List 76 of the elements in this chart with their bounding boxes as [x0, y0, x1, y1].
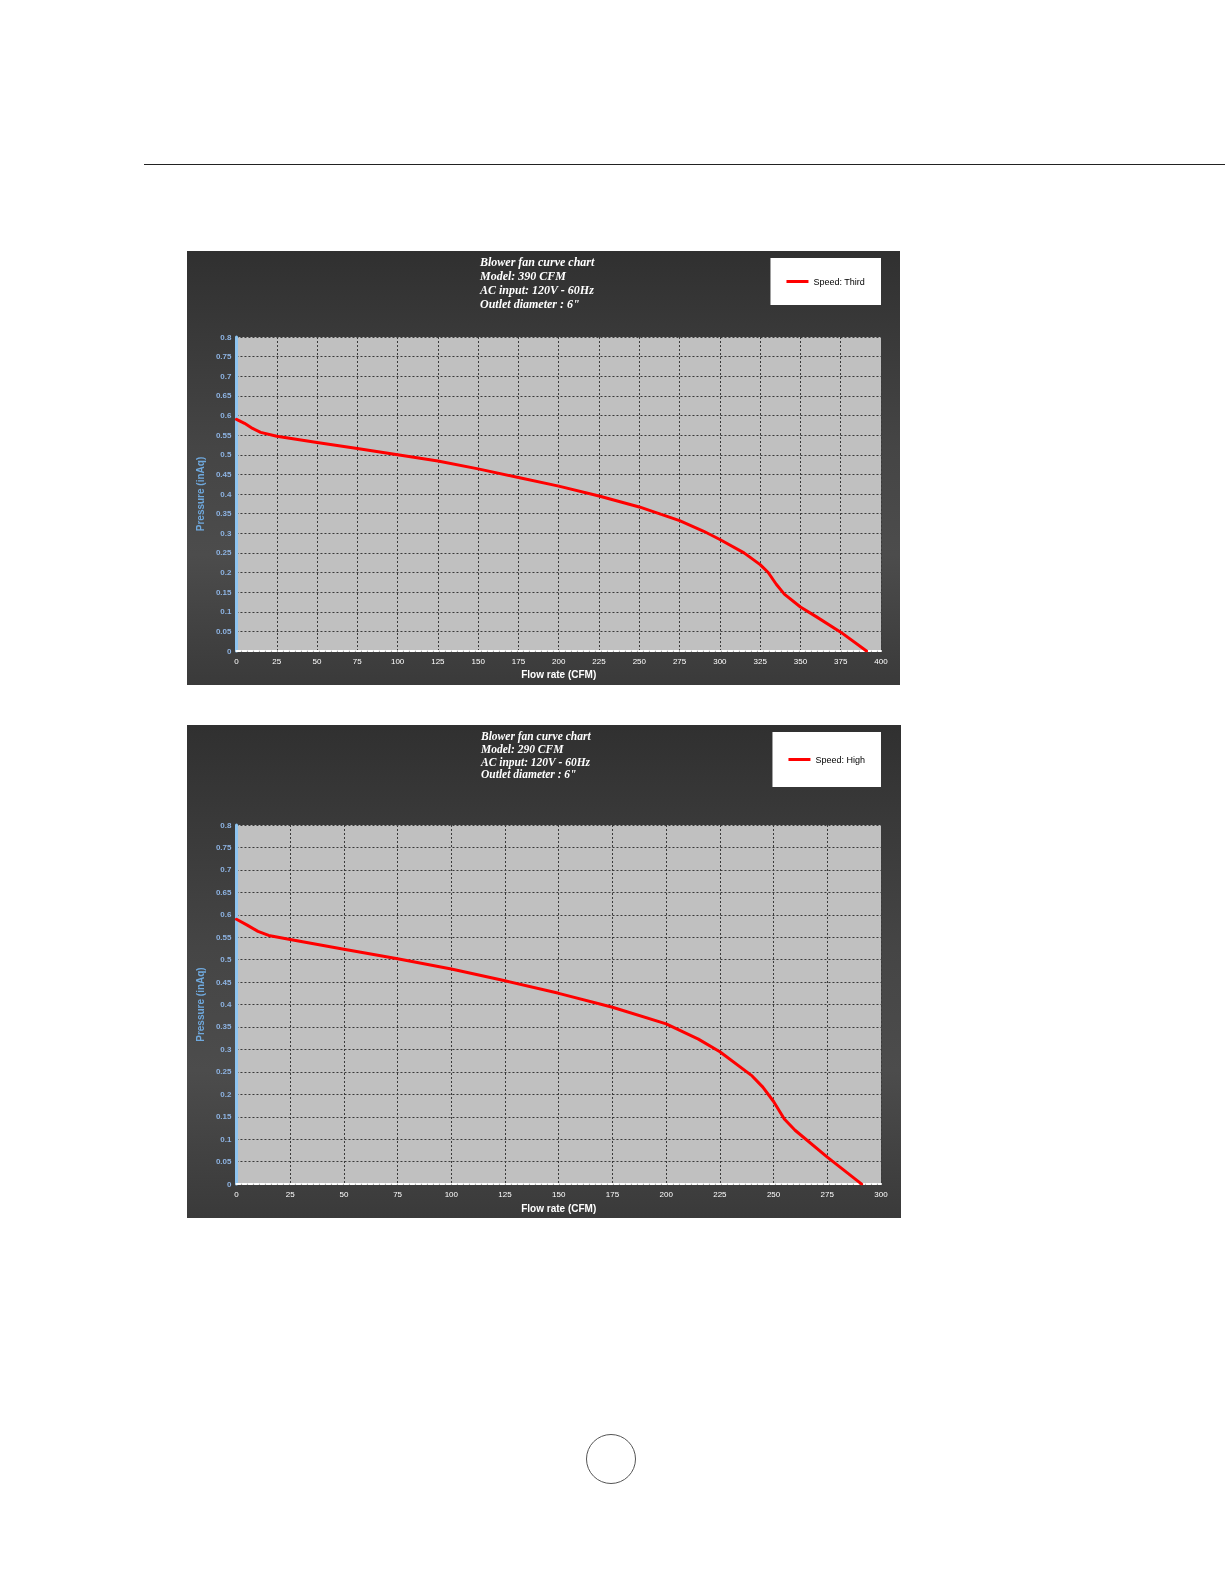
x-tick-label: 275 [672, 656, 687, 666]
x-tick-label: 300 [874, 1189, 889, 1199]
chart-title: Blower fan curve chart [480, 730, 592, 744]
y-tick-label: 0.75 [215, 842, 233, 852]
y-tick-label: 0.2 [220, 568, 233, 577]
x-tick-label: 100 [444, 1189, 459, 1199]
y-tick-label: 0.75 [215, 352, 233, 362]
x-tick-label: 100 [390, 656, 405, 666]
y-tick-label: 0.35 [215, 1022, 233, 1032]
y-tick-label: 0.35 [215, 509, 233, 519]
x-tick-label: 200 [552, 656, 566, 666]
x-tick-label: 0 [234, 1189, 240, 1199]
x-tick-label: 0 [234, 656, 240, 666]
y-axis-title: Pressure (inAq) [194, 456, 206, 532]
x-tick-label: 300 [713, 656, 728, 666]
y-tick-label: 0.55 [215, 932, 233, 942]
y-tick-label: 0.2 [220, 1089, 233, 1099]
y-tick-label: 0.6 [220, 411, 233, 420]
y-tick-label: 0.7 [220, 865, 233, 875]
y-tick-label: 0.1 [220, 607, 233, 617]
y-tick-label: 0.15 [215, 587, 233, 597]
y-tick-label: 0.8 [220, 332, 233, 342]
y-tick-label: 0.05 [215, 1157, 233, 1167]
chart-subtitle: Model: 390 CFM AC input: 120V - 60Hz Outlet diameter : 6" [479, 269, 595, 311]
x-tick-label: 50 [312, 656, 323, 666]
x-tick-label: 150 [552, 1189, 566, 1199]
y-tick-label: 0.65 [215, 391, 233, 401]
y-tick-label: 0.65 [215, 887, 233, 897]
y-tick-label: 0.45 [215, 469, 233, 479]
y-tick-label: 0 [227, 1179, 233, 1189]
x-tick-label: 125 [431, 656, 446, 666]
x-tick-label: 275 [820, 1189, 835, 1199]
y-tick-label: 0.15 [215, 1112, 233, 1122]
x-axis-title: Flow rate (CFM) [521, 669, 597, 681]
line-series [234, 917, 864, 1186]
x-tick-label: 200 [659, 1189, 674, 1199]
x-tick-label: 25 [285, 1189, 296, 1199]
x-tick-label: 175 [605, 1189, 620, 1199]
y-tick-label: 0.7 [220, 371, 233, 381]
y-tick-label: 0.1 [220, 1134, 233, 1144]
x-tick-label: 325 [753, 656, 768, 666]
x-tick-label: 250 [632, 656, 647, 666]
x-tick-label: 125 [498, 1189, 513, 1199]
x-tick-label: 350 [793, 656, 808, 666]
y-tick-label: 0.4 [220, 1000, 233, 1010]
x-tick-label: 225 [713, 1189, 728, 1199]
chart-title: Blower fan curve chart [479, 255, 595, 269]
x-tick-label: 175 [511, 656, 526, 666]
x-tick-label: 250 [766, 1189, 781, 1199]
y-tick-label: 0.05 [215, 626, 233, 636]
y-tick-label: 0.3 [220, 528, 233, 538]
y-tick-label: 0.6 [220, 910, 233, 920]
y-axis-title: Pressure (inAq) [194, 967, 206, 1042]
x-tick-label: 75 [352, 656, 363, 666]
y-tick-label: 0.5 [220, 955, 233, 965]
legend-label: Speed: High [815, 754, 866, 765]
legend-label: Speed: Third [813, 276, 865, 287]
x-tick-label: 50 [339, 1189, 349, 1199]
x-tick-label: 400 [874, 656, 889, 666]
line-series [234, 417, 868, 653]
x-tick-label: 225 [592, 656, 607, 666]
y-tick-label: 0.4 [220, 489, 233, 499]
y-tick-label: 0.25 [215, 548, 233, 558]
y-tick-label: 0.25 [215, 1067, 233, 1077]
y-tick-label: 0.55 [215, 430, 233, 440]
y-tick-label: 0.3 [220, 1044, 233, 1054]
x-tick-label: 25 [272, 656, 282, 666]
y-tick-label: 0 [227, 646, 233, 656]
x-tick-label: 375 [834, 656, 848, 666]
y-tick-label: 0.45 [215, 977, 233, 987]
x-tick-label: 150 [471, 656, 486, 666]
y-tick-label: 0.5 [220, 450, 233, 460]
y-tick-label: 0.8 [220, 820, 233, 830]
chart-subtitle: Model: 290 CFM AC input: 120V - 60Hz Outlet diameter : 6" [480, 742, 591, 781]
x-tick-label: 75 [393, 1189, 403, 1199]
x-axis-title: Flow rate (CFM) [521, 1202, 597, 1214]
